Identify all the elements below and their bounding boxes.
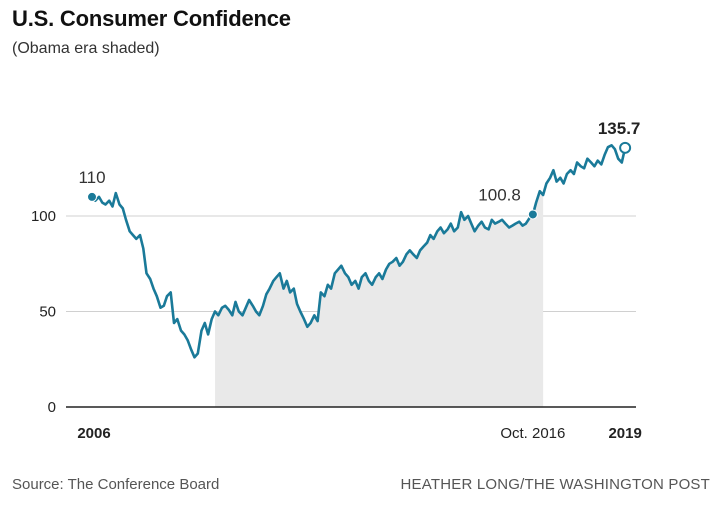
data-label: 100.8 <box>478 185 521 204</box>
x-tick-label: 2019 <box>608 425 641 442</box>
x-tick-label: 2006 <box>77 425 110 442</box>
data-point-marker <box>527 209 538 220</box>
source-note: Source: The Conference Board <box>12 476 220 493</box>
y-tick-label: 0 <box>48 399 56 416</box>
chart-title: U.S. Consumer Confidence <box>12 6 291 31</box>
line-layer <box>90 144 627 359</box>
credit-line: HEATHER LONG/THE WASHINGTON POST <box>400 476 710 493</box>
data-point-marker <box>87 191 97 202</box>
data-point-marker <box>619 141 632 154</box>
chart-subtitle: (Obama era shaded) <box>12 40 160 57</box>
consumer-confidence-chart: 0 50 100 2006 Oct. 2016 2019 110 100.8 135.7 <box>31 119 642 442</box>
x-tick-label: Oct. 2016 <box>500 425 565 442</box>
obama-era-shading <box>215 191 544 407</box>
axis-layer: 0 50 100 2006 Oct. 2016 2019 <box>31 208 642 442</box>
data-label: 135.7 <box>598 119 641 138</box>
y-tick-label: 100 <box>31 208 56 225</box>
y-tick-label: 50 <box>39 304 56 321</box>
annotation-layer: 110 100.8 135.7 <box>78 119 641 220</box>
shade-layer <box>215 191 544 407</box>
confidence-series-line <box>90 144 627 359</box>
data-label: 110 <box>78 168 105 187</box>
